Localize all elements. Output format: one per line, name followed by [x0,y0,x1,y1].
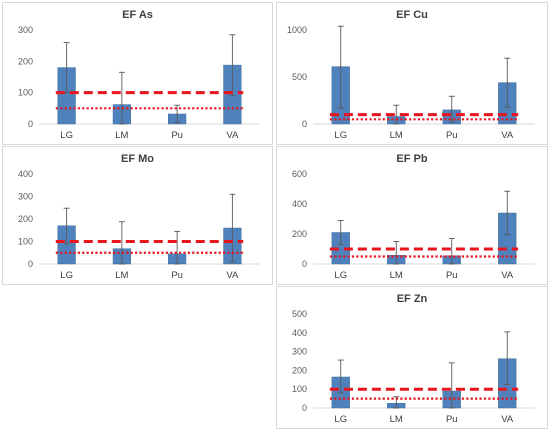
chart-panel-ef-as: EF As 0 100 200 300 LG LM Pu VA [2,2,273,145]
chart-title: EF As [122,9,153,21]
category-label: LG [334,414,347,425]
chart-title: EF Mo [121,153,154,165]
y-tick-label: 200 [18,214,33,224]
chart-title: EF Cu [396,9,428,21]
category-label: LG [334,270,347,281]
y-tick-label: 0 [302,403,307,413]
y-tick-label: 400 [292,328,307,338]
category-label: Pu [171,270,183,281]
y-tick-label: 200 [18,56,33,66]
chart-ef-pb: EF Pb 0 200 400 600 LG LM Pu VA [292,153,535,281]
chart-ef-zn: EF Zn 0 100 200 300 400 500 LG LM Pu VA [292,293,535,425]
y-tick-label: 300 [18,25,33,35]
y-tick-label: 200 [292,229,307,239]
chart-panel-ef-zn: EF Zn 0 100 200 300 400 500 LG LM Pu VA [276,286,548,429]
chart-panel-ef-pb: EF Pb 0 200 400 600 LG LM Pu VA [276,146,548,285]
chart-ef-cu: EF Cu 0 500 1000 LG LM Pu VA [287,9,535,141]
y-tick-label: 0 [28,259,33,269]
category-label: LM [390,270,403,281]
category-label: Pu [171,130,183,141]
category-label: VA [226,270,239,281]
y-tick-label: 100 [292,384,307,394]
chart-title: EF Zn [397,293,428,305]
y-tick-label: 0 [302,259,307,269]
category-label: Pu [446,270,458,281]
category-label: LM [115,130,128,141]
chart-panel-ef-mo: EF Mo 0 100 200 300 400 LG LM Pu VA [2,146,273,285]
chart-title: EF Pb [396,153,427,165]
category-label: LG [334,130,347,141]
category-label: VA [501,270,514,281]
chart-ef-as: EF As 0 100 200 300 LG LM Pu VA [18,9,260,141]
y-tick-label: 200 [292,365,307,375]
category-label: LM [390,130,403,141]
y-tick-label: 100 [18,88,33,98]
category-label: LM [115,270,128,281]
category-label: LM [390,414,403,425]
y-tick-label: 0 [302,119,307,129]
category-label: VA [501,414,514,425]
category-label: VA [501,130,514,141]
y-tick-label: 100 [18,237,33,247]
y-tick-label: 600 [292,169,307,179]
y-tick-label: 0 [28,119,33,129]
y-tick-label: 300 [292,347,307,357]
chart-panel-ef-cu: EF Cu 0 500 1000 LG LM Pu VA [276,2,548,145]
y-tick-label: 400 [292,199,307,209]
y-tick-label: 500 [292,72,307,82]
chart-ef-mo: EF Mo 0 100 200 300 400 LG LM Pu VA [18,153,260,281]
category-label: LG [60,130,73,141]
y-tick-label: 300 [18,192,33,202]
category-label: LG [60,270,73,281]
category-label: VA [226,130,239,141]
category-label: Pu [446,414,458,425]
y-tick-label: 400 [18,169,33,179]
y-tick-label: 1000 [287,25,307,35]
y-tick-label: 500 [292,309,307,319]
category-label: Pu [446,130,458,141]
